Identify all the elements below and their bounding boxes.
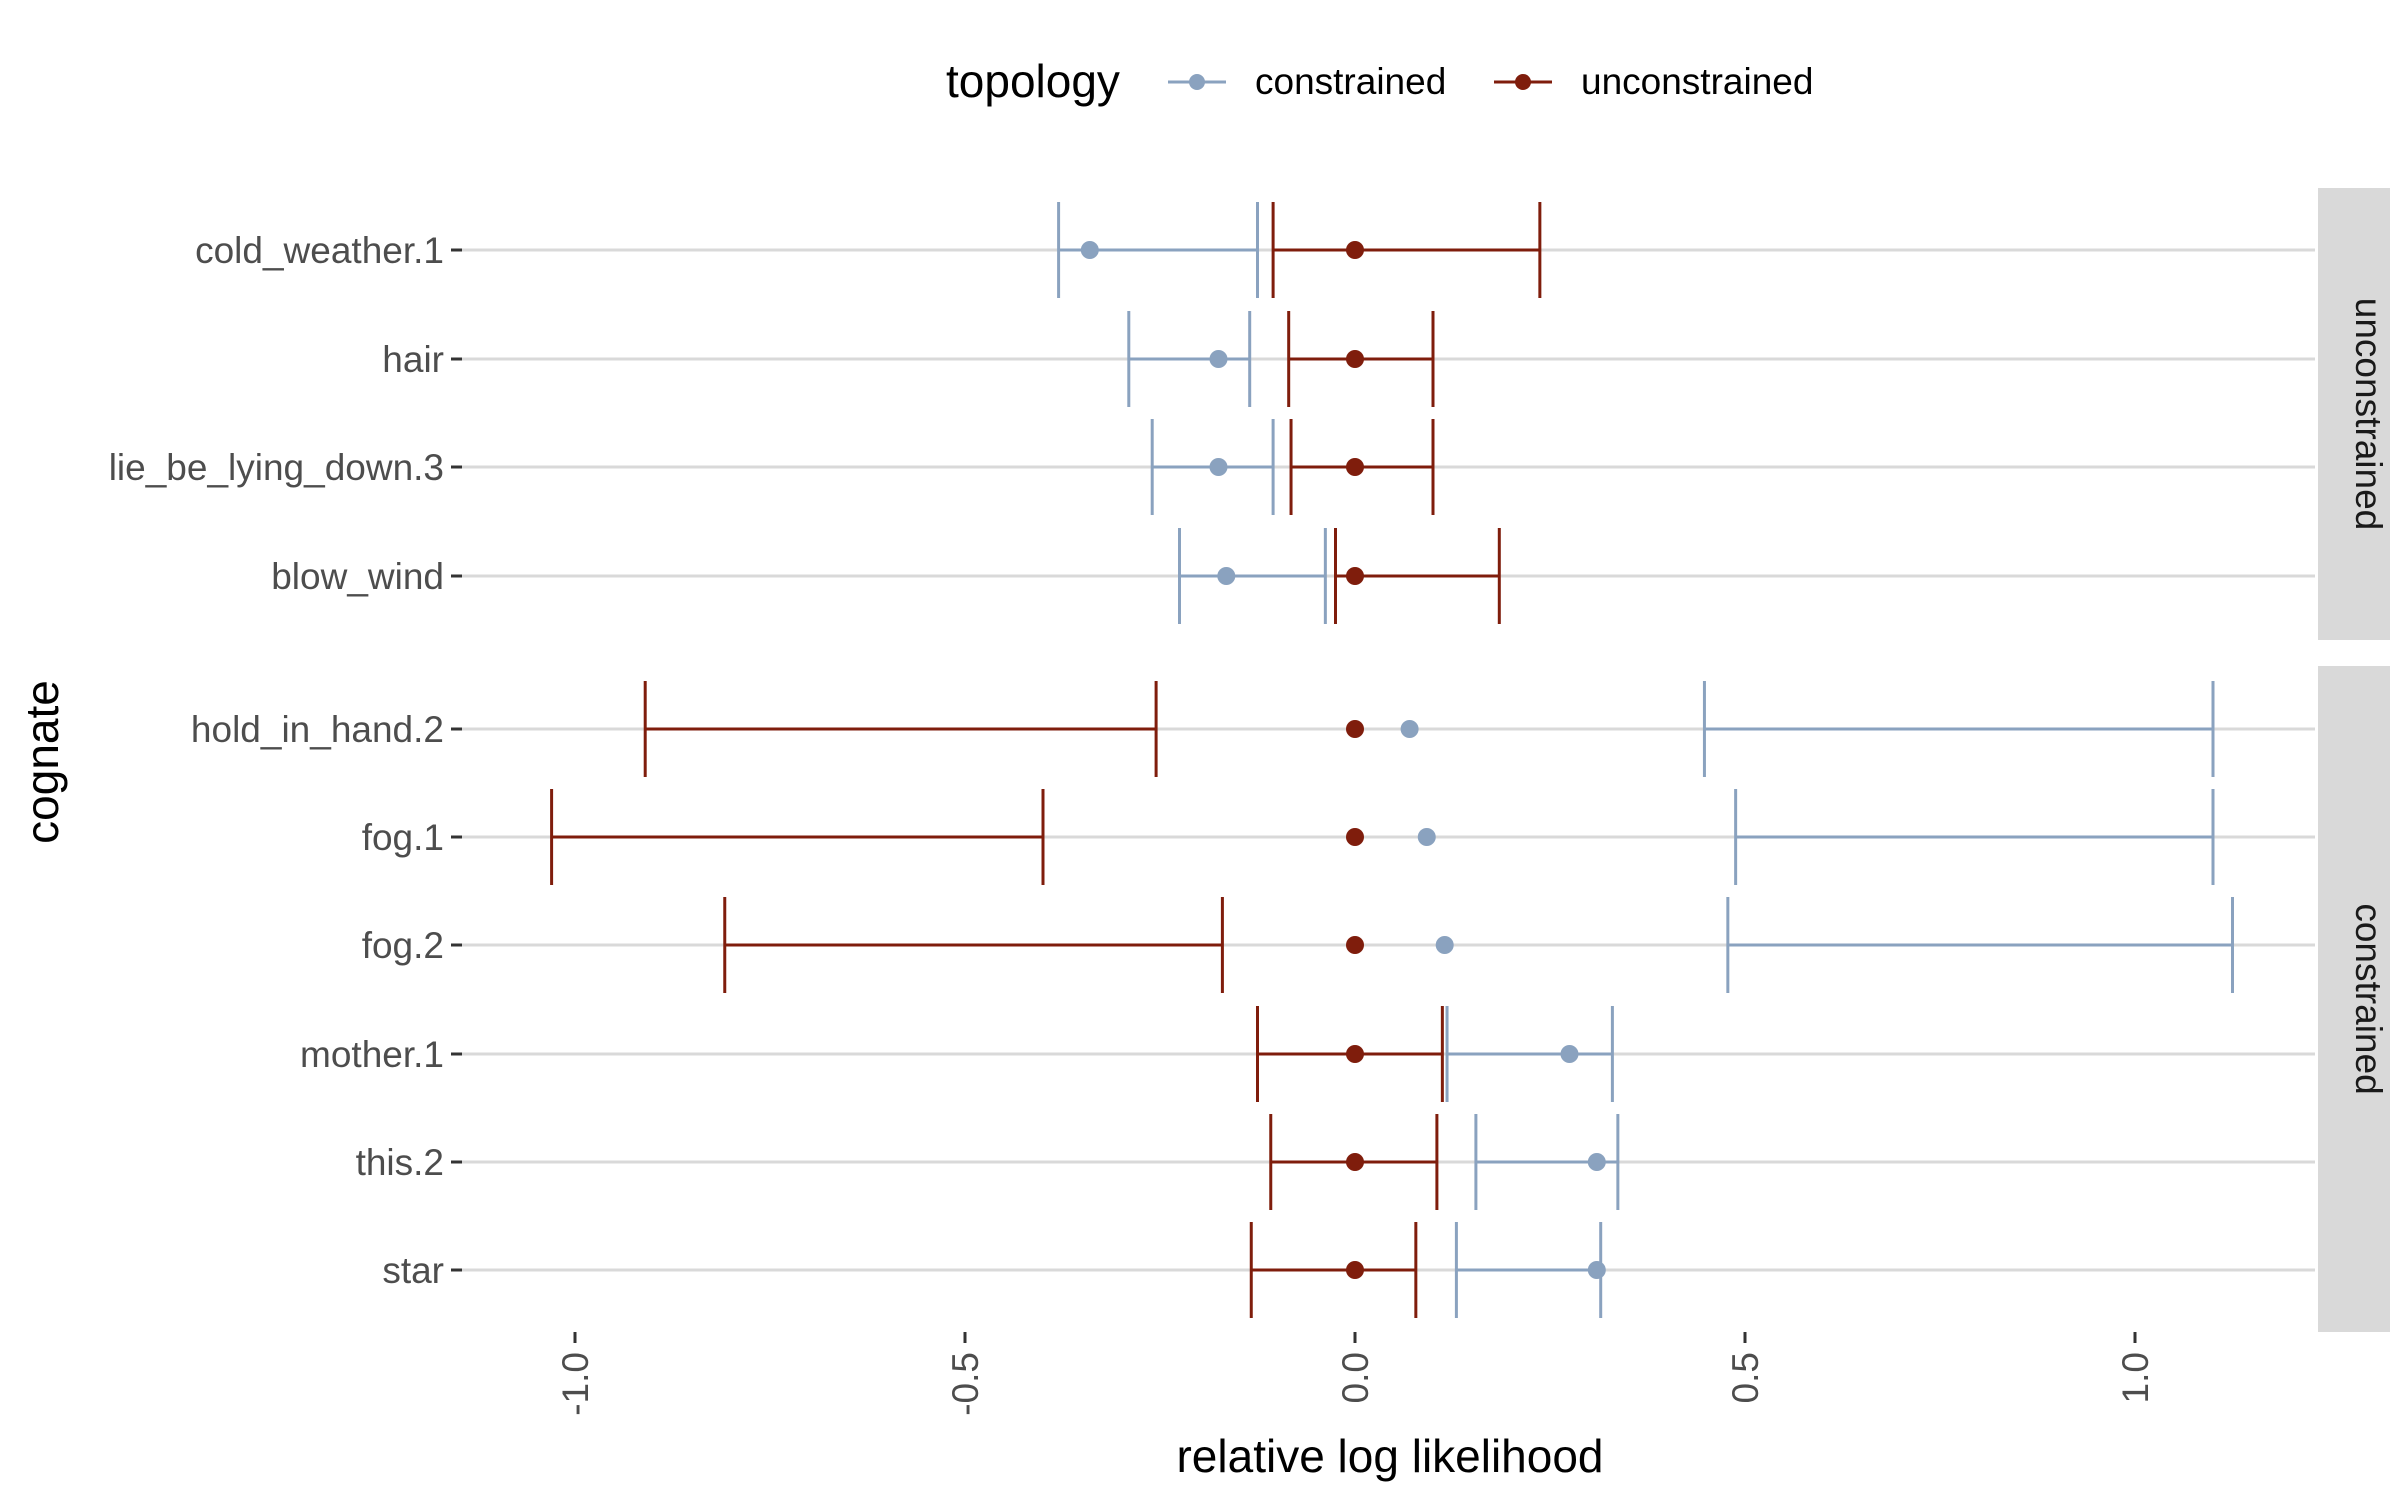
errorbar-constrained [1702, 681, 2215, 777]
errorbar-unconstrained [550, 789, 1045, 885]
facet-strip-label: unconstrained [2348, 298, 2389, 530]
errorbar-constrained [1734, 789, 2215, 885]
point-constrained [1560, 1045, 1579, 1063]
point-unconstrained [1346, 350, 1364, 368]
x-tick-label: 0.0 [1335, 1352, 1376, 1403]
y-tick-label: this.2 [356, 1142, 444, 1183]
point-unconstrained [1346, 241, 1364, 259]
y-tick-label: fog.2 [362, 925, 444, 966]
errorbar-constrained [1454, 1222, 1603, 1318]
legend: topology constrained unconstrained [946, 55, 1813, 107]
facet-strip [2318, 188, 2390, 640]
x-axis-title: relative log likelihood [1176, 1430, 1603, 1482]
errorbar-constrained [1178, 528, 1327, 624]
x-tick-label: -1.0 [555, 1352, 596, 1416]
y-tick-label: mother.1 [300, 1034, 444, 1075]
y-tick-label: hair [382, 339, 444, 380]
errorbar-unconstrained [643, 681, 1158, 777]
point-constrained [1587, 1261, 1606, 1279]
errorbar-constrained [1726, 897, 2234, 993]
y-tick-label: hold_in_hand.2 [191, 709, 444, 750]
facet-strip-label: constrained [2348, 903, 2389, 1094]
point-unconstrained [1346, 1153, 1364, 1171]
legend-title: topology [946, 55, 1120, 107]
errorbar-unconstrained [723, 897, 1224, 993]
legend-key-point-unconstrained [1515, 74, 1531, 90]
point-unconstrained [1346, 828, 1364, 846]
errorbar-constrained [1445, 1006, 1614, 1102]
legend-key-point-constrained [1189, 74, 1205, 90]
point-unconstrained [1346, 458, 1364, 476]
point-constrained [1080, 241, 1099, 259]
point-unconstrained [1346, 1261, 1364, 1279]
x-tick-label: 0.5 [1725, 1352, 1766, 1403]
legend-label-unconstrained: unconstrained [1581, 61, 1813, 102]
x-axis: -1.0 -0.5 0.0 0.5 1.0 [555, 1332, 2156, 1416]
point-constrained [1209, 458, 1228, 476]
x-tick-label: -0.5 [945, 1352, 986, 1416]
errorbar-unconstrained [1249, 1222, 1418, 1318]
y-tick-label: blow_wind [271, 556, 444, 597]
x-tick-label: 1.0 [2115, 1352, 2156, 1403]
point-constrained [1217, 567, 1236, 585]
facet-panel-constrained: constrained hold_in_hand.2 fog.1 fog.2 mothe… [191, 666, 2390, 1332]
y-tick-label: lie_be_lying_down.3 [109, 447, 444, 488]
point-unconstrained [1346, 720, 1364, 738]
errorbar-unconstrained [1271, 202, 1542, 298]
y-tick-label: fog.1 [362, 817, 444, 858]
point-unconstrained [1346, 1045, 1364, 1063]
point-constrained [1400, 720, 1419, 738]
y-axis-title: cognate [16, 680, 68, 844]
point-unconstrained [1346, 567, 1364, 585]
point-constrained [1417, 828, 1436, 846]
y-tick-label: star [382, 1250, 444, 1291]
point-unconstrained [1346, 936, 1364, 954]
point-constrained [1435, 936, 1454, 954]
facet-strip [2318, 666, 2390, 1332]
legend-label-constrained: constrained [1255, 61, 1446, 102]
point-constrained [1209, 350, 1228, 368]
y-tick-label: cold_weather.1 [195, 230, 444, 271]
errorbar-constrained [1127, 311, 1252, 407]
point-constrained [1587, 1153, 1606, 1171]
